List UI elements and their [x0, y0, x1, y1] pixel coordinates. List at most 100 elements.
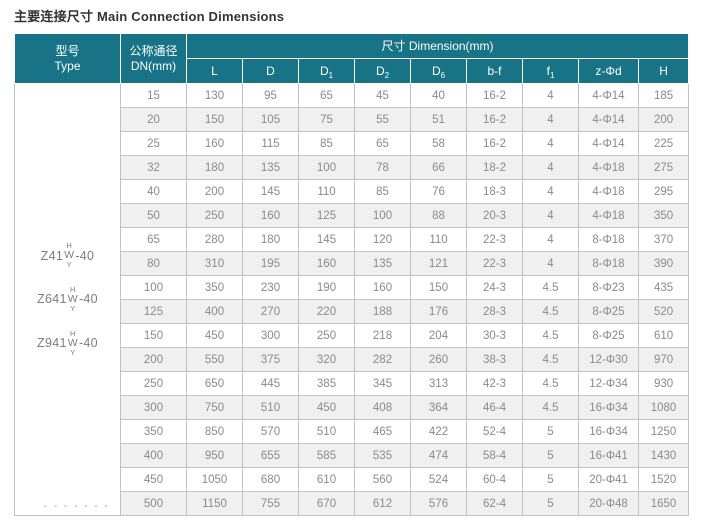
- cell-H: 610: [637, 323, 690, 348]
- dn-cell: 40: [120, 179, 187, 204]
- cell-L: 1150: [186, 491, 243, 516]
- cell-D6: 576: [410, 491, 467, 516]
- cell-D1: 125: [298, 203, 355, 228]
- model-prefix: Z641: [37, 292, 67, 307]
- cell-D: 95: [242, 83, 299, 108]
- cell-bf: 60-4: [466, 467, 523, 492]
- cell-L: 950: [186, 443, 243, 468]
- type-model-z41: Z41 H W Y -40: [41, 242, 95, 269]
- cell-zphid: 8-Φ23: [578, 275, 639, 300]
- table-header: 型号 Type 公称通径 DN(mm) 尺寸 Dimension(mm) L D…: [14, 33, 690, 84]
- cell-zphid: 20-Φ48: [578, 491, 639, 516]
- type-model-z641: Z641 H W Y -40: [37, 286, 98, 313]
- cell-L: 350: [186, 275, 243, 300]
- cell-zphid: 12-Φ30: [578, 347, 639, 372]
- dn-cell: 400: [120, 443, 187, 468]
- cell-L: 750: [186, 395, 243, 420]
- cell-bf: 20-3: [466, 203, 523, 228]
- cell-H: 970: [637, 347, 690, 372]
- table-row: 40 200 145 110 85 76 18-3 4 4-Φ18 295: [15, 179, 690, 204]
- model-prefix: Z941: [37, 336, 67, 351]
- cell-D1: 160: [298, 251, 355, 276]
- cell-zphid: 4-Φ18: [578, 203, 639, 228]
- type-cell: Z41 H W Y -40 Z641 H W Y -40 Z941 H W Y: [14, 83, 121, 516]
- col-header-L: L: [186, 58, 243, 84]
- cell-zphid: 20-Φ41: [578, 467, 639, 492]
- cell-D6: 364: [410, 395, 467, 420]
- model-suffix: -40: [78, 336, 98, 351]
- cell-bf: 16-2: [466, 131, 523, 156]
- cell-D2: 188: [354, 299, 411, 324]
- cell-bf: 24-3: [466, 275, 523, 300]
- col-header-bf: b-f: [466, 58, 523, 84]
- dn-cell: 500: [120, 491, 187, 516]
- hwy-stack: H W Y: [64, 241, 75, 270]
- cell-f1: 4: [522, 131, 579, 156]
- table-row: 450 1050 680 610 560 524 60-4 5 20-Φ41 1520: [15, 467, 690, 492]
- cell-H: 1250: [637, 419, 690, 444]
- cell-bf: 22-3: [466, 227, 523, 252]
- cell-H: 930: [637, 371, 690, 396]
- cell-D6: 58: [410, 131, 467, 156]
- cell-f1: 4.5: [522, 323, 579, 348]
- cell-L: 450: [186, 323, 243, 348]
- cell-H: 1650: [637, 491, 690, 516]
- cell-zphid: 8-Φ18: [578, 227, 639, 252]
- cell-H: 295: [637, 179, 690, 204]
- cell-D: 115: [242, 131, 299, 156]
- cell-f1: 4: [522, 155, 579, 180]
- cell-D: 300: [242, 323, 299, 348]
- cell-f1: 5: [522, 419, 579, 444]
- dn-cell: 100: [120, 275, 187, 300]
- cell-f1: 4: [522, 83, 579, 108]
- cell-zphid: 12-Φ34: [578, 371, 639, 396]
- type-label-zh: 型号: [55, 43, 80, 58]
- cell-D: 230: [242, 275, 299, 300]
- cell-D6: 260: [410, 347, 467, 372]
- dn-cell: 80: [120, 251, 187, 276]
- dn-cell: 65: [120, 227, 187, 252]
- cell-f1: 4.5: [522, 299, 579, 324]
- dn-cell: 150: [120, 323, 187, 348]
- cell-D6: 88: [410, 203, 467, 228]
- table-row: 100 350 230 190 160 150 24-3 4.5 8-Φ23 435: [15, 275, 690, 300]
- type-footer-dashes: - - - - - - -: [43, 501, 110, 512]
- cell-f1: 4: [522, 107, 579, 132]
- cell-f1: 4.5: [522, 395, 579, 420]
- cell-D1: 585: [298, 443, 355, 468]
- cell-D1: 75: [298, 107, 355, 132]
- cell-D2: 218: [354, 323, 411, 348]
- cell-D6: 474: [410, 443, 467, 468]
- cell-D2: 85: [354, 179, 411, 204]
- col-header-D: D: [242, 58, 299, 84]
- cell-zphid: 4-Φ18: [578, 155, 639, 180]
- cell-D: 160: [242, 203, 299, 228]
- table-row: 150 450 300 250 218 204 30-3 4.5 8-Φ25 610: [15, 323, 690, 348]
- table-row: 200 550 375 320 282 260 38-3 4.5 12-Φ30 970: [15, 347, 690, 372]
- cell-zphid: 16-Φ41: [578, 443, 639, 468]
- cell-D1: 250: [298, 323, 355, 348]
- cell-D: 510: [242, 395, 299, 420]
- cell-D6: 40: [410, 83, 467, 108]
- cell-bf: 18-3: [466, 179, 523, 204]
- cell-H: 1430: [637, 443, 690, 468]
- cell-zphid: 4-Φ14: [578, 107, 639, 132]
- cell-zphid: 4-Φ14: [578, 83, 639, 108]
- cell-D6: 313: [410, 371, 467, 396]
- type-model-z941: Z941 H W Y -40: [37, 329, 98, 357]
- cell-H: 435: [637, 275, 690, 300]
- cell-D2: 45: [354, 83, 411, 108]
- cell-D6: 121: [410, 251, 467, 276]
- cell-f1: 5: [522, 491, 579, 516]
- cell-L: 550: [186, 347, 243, 372]
- cell-D6: 204: [410, 323, 467, 348]
- cell-D1: 670: [298, 491, 355, 516]
- table-row: 65 280 180 145 120 110 22-3 4 8-Φ18 370: [15, 227, 690, 252]
- cell-H: 370: [637, 227, 690, 252]
- table-row: 32 180 135 100 78 66 18-2 4 4-Φ18 275: [15, 155, 690, 180]
- cell-D2: 55: [354, 107, 411, 132]
- cell-f1: 4: [522, 227, 579, 252]
- cell-bf: 42-3: [466, 371, 523, 396]
- col-header-type: 型号 Type: [14, 33, 121, 84]
- dn-cell: 25: [120, 131, 187, 156]
